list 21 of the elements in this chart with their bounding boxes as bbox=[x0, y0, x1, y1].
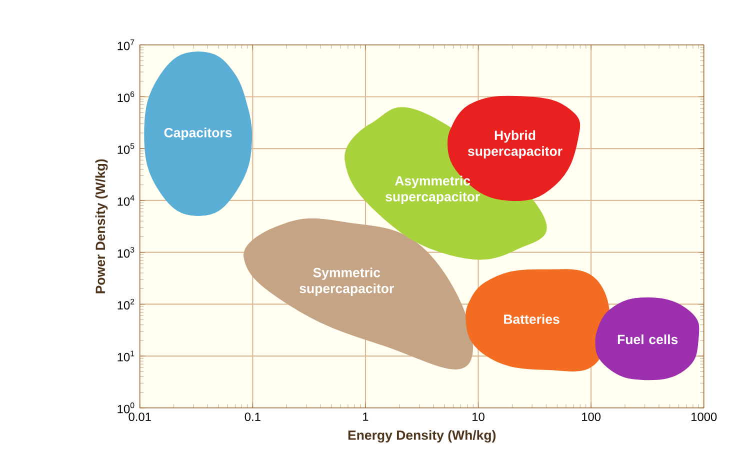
y-tick-label: 10$^{5}$ bbox=[118, 143, 134, 154]
x-axis-title: Energy Density (Wh/kg) bbox=[348, 430, 496, 443]
y-tick-label: 10$^{4}$ bbox=[118, 195, 134, 206]
series-label: Symmetric supercapacitor bbox=[300, 268, 394, 296]
x-tick-label: 0.1 bbox=[244, 412, 260, 422]
y-tick-label: 10$^{6}$ bbox=[118, 91, 134, 102]
series-label: Batteries bbox=[504, 314, 560, 324]
x-tick-label: 1000 bbox=[692, 412, 717, 422]
y-tick-label: 10$^{2}$ bbox=[118, 298, 134, 310]
x-tick-label: 10 bbox=[472, 412, 484, 422]
x-tick-label: 100 bbox=[582, 412, 601, 422]
x-tick-label: 0.01 bbox=[128, 412, 151, 422]
y-tick-label: 10$^{0}$ bbox=[118, 402, 134, 414]
y-tick-label: 10$^{3}$ bbox=[118, 247, 134, 258]
series-label: Hybrid supercapacitor bbox=[468, 130, 562, 159]
y-tick-label: 10$^{7}$ bbox=[118, 40, 134, 50]
x-tick-label: 1 bbox=[363, 412, 368, 421]
y-axis-title: Power Density (W/kg) bbox=[95, 159, 108, 294]
series-label: Fuel cells bbox=[618, 334, 678, 344]
y-tick-label: 10$^{1}$ bbox=[118, 350, 134, 362]
series-label: Capacitors bbox=[164, 128, 232, 140]
